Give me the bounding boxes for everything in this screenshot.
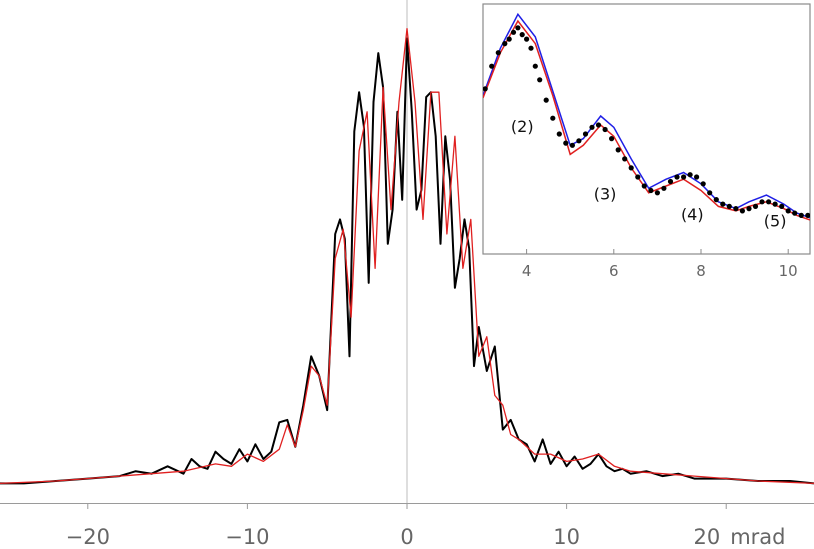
inset-data-point bbox=[635, 174, 641, 180]
inset-data-point bbox=[543, 97, 549, 103]
inset-data-point bbox=[726, 203, 732, 209]
inset-data-point bbox=[648, 187, 654, 194]
inset-data-point bbox=[681, 174, 687, 180]
inset-data-point bbox=[515, 25, 521, 31]
inset-data-point bbox=[489, 63, 495, 69]
inset-data-point bbox=[766, 199, 772, 205]
peak-order-label: (4) bbox=[681, 205, 704, 224]
inset-data-point bbox=[563, 140, 569, 146]
inset-data-point bbox=[532, 63, 538, 69]
inset-data-point bbox=[595, 122, 602, 128]
inset-data-point bbox=[654, 190, 661, 196]
inset-data-point bbox=[582, 131, 589, 137]
inset-x-tick-label: 10 bbox=[779, 262, 798, 280]
peak-order-label: (3) bbox=[594, 185, 617, 204]
inset-data-point bbox=[502, 41, 508, 47]
inset-data-point bbox=[602, 126, 608, 133]
inset-data-point bbox=[519, 31, 525, 38]
inset-data-point bbox=[615, 147, 621, 153]
inset-data-point bbox=[510, 29, 517, 35]
inset-data-point bbox=[495, 50, 501, 56]
inset-data-point bbox=[687, 172, 693, 178]
inset-x-tick-label: 4 bbox=[522, 262, 532, 280]
peak-order-label: (5) bbox=[764, 212, 787, 231]
inset-data-point bbox=[720, 201, 726, 207]
inset-data-point bbox=[759, 199, 765, 205]
inset-data-point bbox=[667, 178, 674, 185]
x-unit-label: mrad bbox=[730, 525, 785, 549]
inset-data-point bbox=[556, 131, 562, 137]
inset-data-point bbox=[524, 36, 530, 42]
inset-data-point bbox=[752, 203, 759, 209]
inset-data-point bbox=[576, 138, 582, 144]
x-tick-label: −20 bbox=[66, 525, 110, 549]
x-tick-label: 10 bbox=[553, 525, 580, 549]
inset-data-point bbox=[628, 165, 634, 171]
x-tick-label: 0 bbox=[400, 525, 413, 549]
inset-data-point bbox=[550, 115, 556, 121]
inset-data-point bbox=[739, 208, 746, 214]
inset-data-point bbox=[661, 185, 667, 191]
peak-order-label: (2) bbox=[511, 117, 534, 136]
inset-data-point bbox=[700, 181, 706, 187]
inset-data-point bbox=[707, 190, 713, 196]
x-tick-label: 20 bbox=[693, 525, 720, 549]
inset-data-point bbox=[772, 201, 778, 207]
inset-data-point bbox=[713, 197, 719, 203]
inset-data-point bbox=[589, 124, 595, 130]
inset-plot: 4 6 8 10 (2) (3) (4) (5) bbox=[482, 3, 811, 280]
inset-data-point bbox=[641, 183, 647, 189]
series-measured-line bbox=[0, 37, 814, 485]
inset-x-tick-label: 6 bbox=[609, 262, 619, 280]
inset-data-point bbox=[792, 210, 798, 216]
inset-series-group bbox=[483, 12, 810, 221]
inset-x-tick-label: 8 bbox=[696, 262, 706, 280]
inset-data-point bbox=[537, 77, 543, 83]
inset-data-point bbox=[733, 206, 739, 212]
inset-data-point bbox=[694, 174, 700, 180]
inset-data-point bbox=[798, 212, 804, 218]
inset-data-point bbox=[528, 45, 534, 51]
inset-data-point bbox=[569, 142, 576, 148]
inset-fit-blue-line bbox=[483, 12, 810, 219]
inset-data-point bbox=[609, 136, 615, 142]
inset-data-point bbox=[785, 208, 791, 214]
inset-data-point bbox=[506, 36, 512, 42]
inset-data-point bbox=[805, 212, 810, 218]
inset-data-point bbox=[622, 156, 628, 162]
inset-data-point bbox=[779, 203, 785, 209]
inset-data-point bbox=[483, 86, 488, 92]
inset-data-point bbox=[746, 206, 752, 212]
x-tick-label: −10 bbox=[225, 525, 269, 549]
inset-data-point bbox=[674, 174, 680, 180]
series-fit-line bbox=[0, 28, 814, 485]
